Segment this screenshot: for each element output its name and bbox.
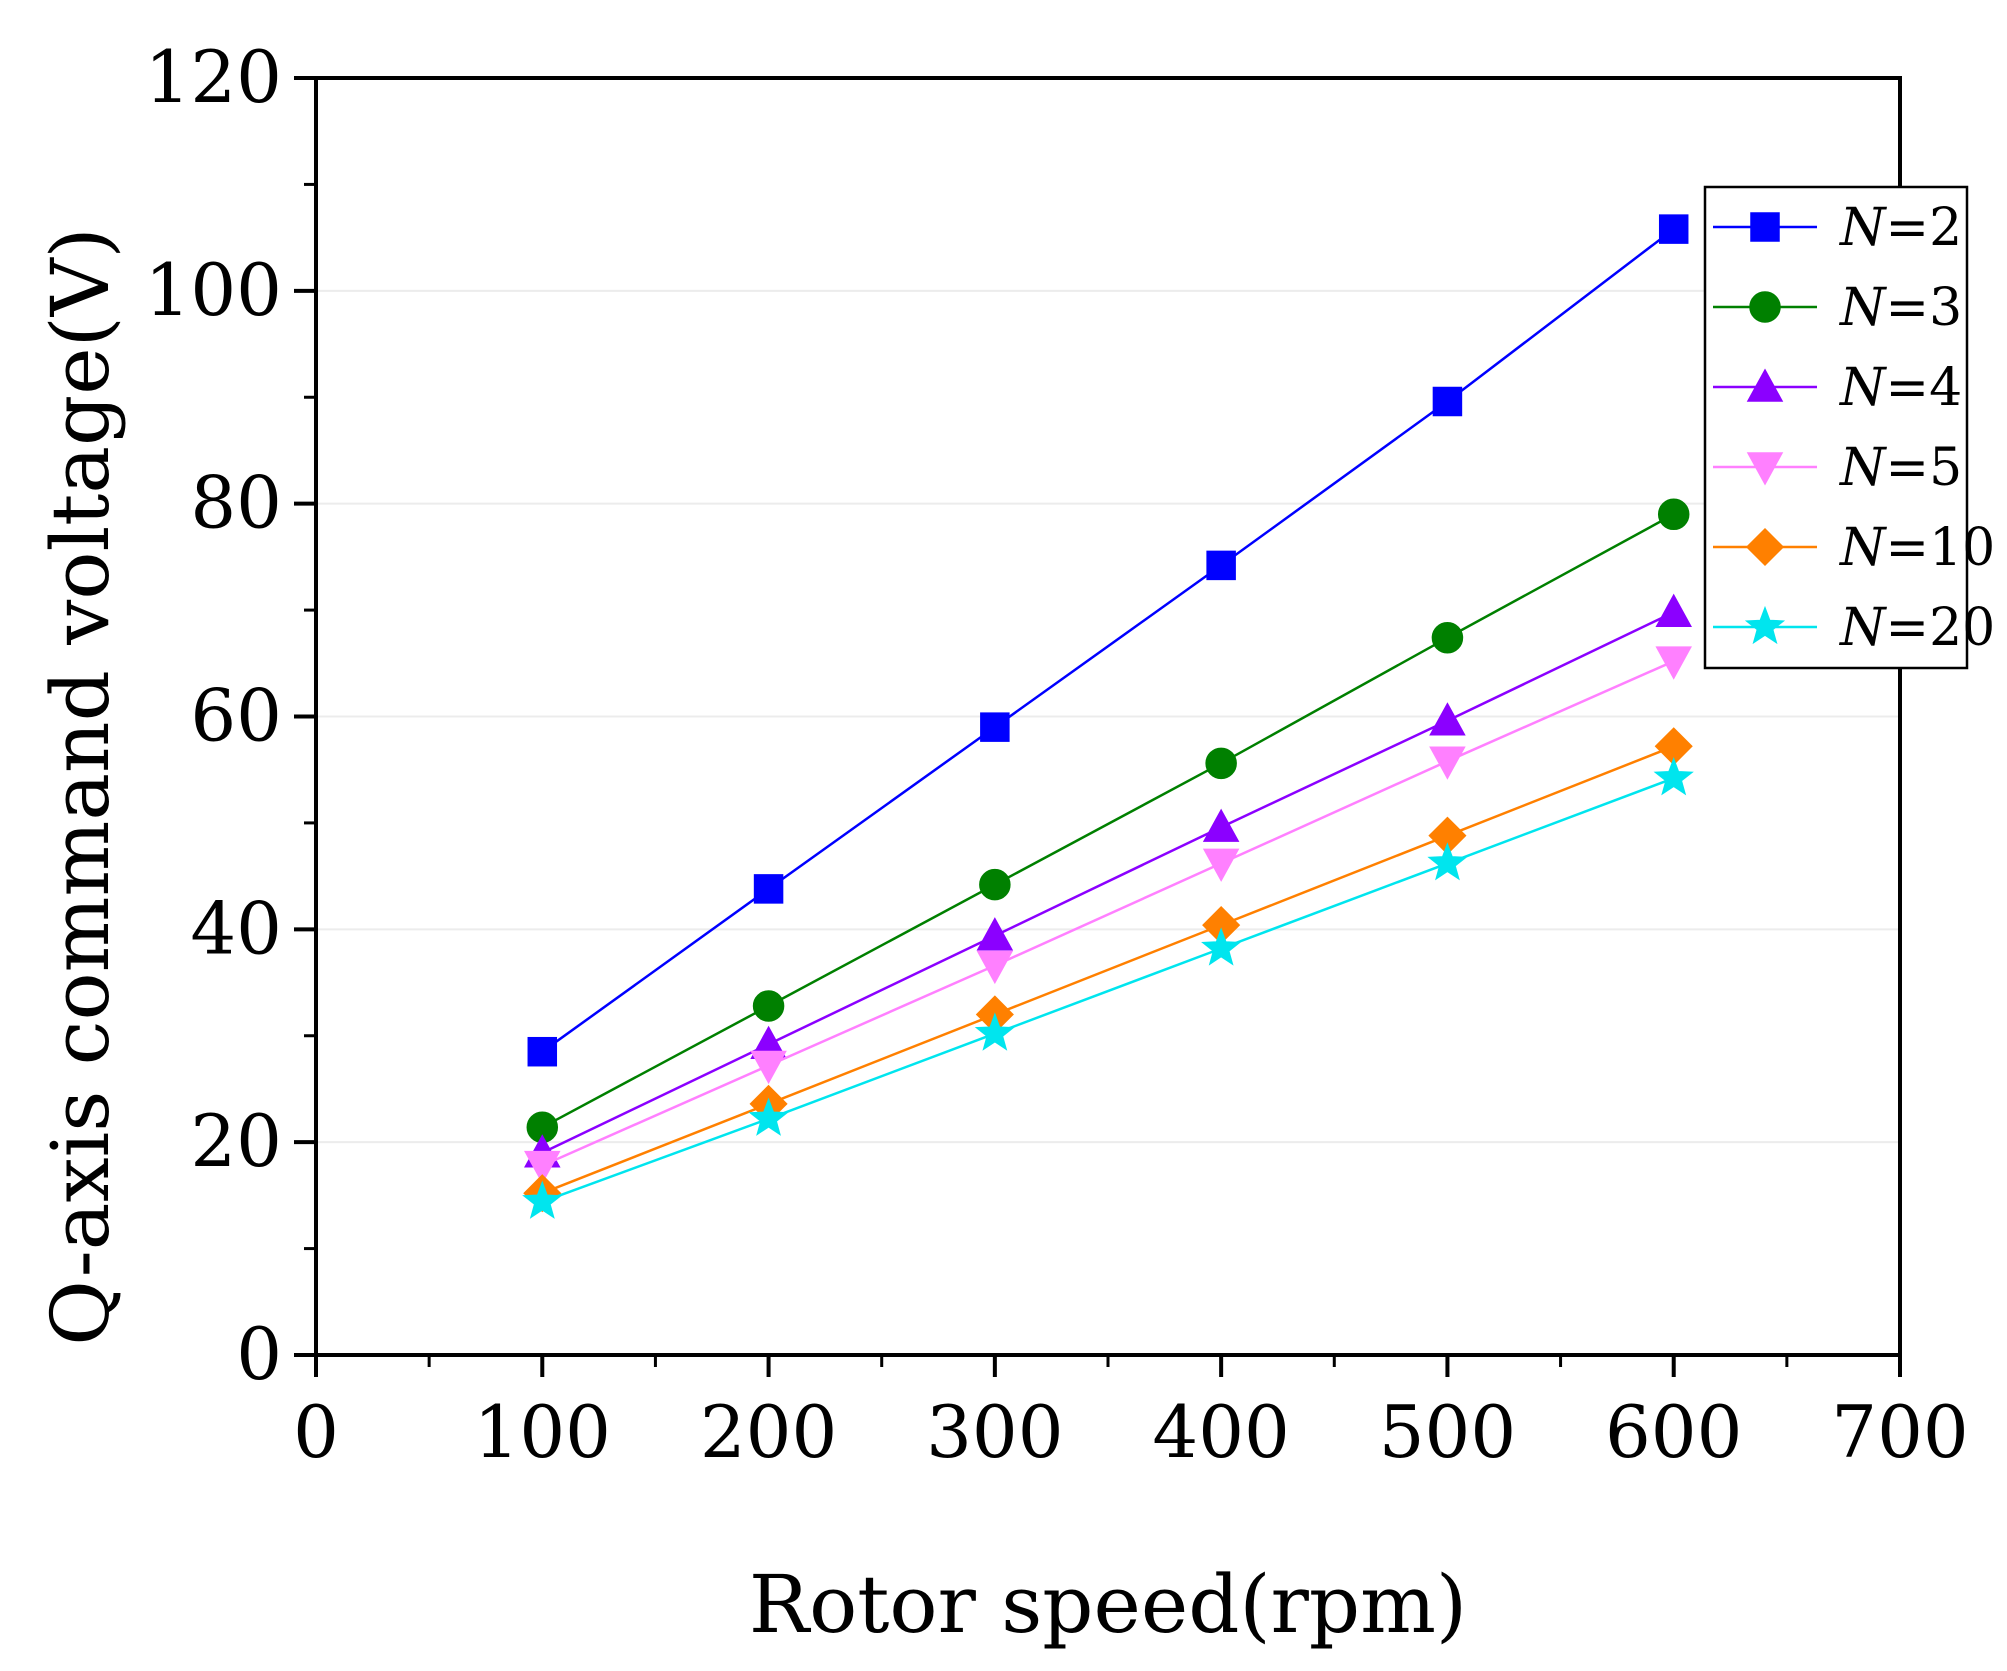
legend-label-variable: N <box>1838 198 1887 258</box>
data-point <box>1427 842 1468 881</box>
legend-label-variable: N <box>1838 358 1887 418</box>
data-point <box>1657 498 1690 531</box>
data-point <box>522 1180 563 1219</box>
series-n-5 <box>524 646 1692 1185</box>
legend-label: N=5 <box>1838 438 1962 498</box>
legend-label-value: =10 <box>1886 518 1996 578</box>
legend-marker <box>1746 452 1784 486</box>
axis-ticks <box>294 76 1902 1377</box>
series-n-20 <box>522 757 1694 1219</box>
data-point <box>748 1097 789 1136</box>
data-point <box>1202 808 1240 842</box>
legend-marker <box>1749 291 1781 323</box>
legend-marker <box>1750 212 1780 242</box>
legend-marker <box>1746 368 1784 402</box>
data-point <box>976 950 1014 985</box>
legend-entry: N=10 <box>1713 518 1995 578</box>
y-axis-title: Q-axis command voltage(V) <box>34 227 127 1346</box>
series-n-2 <box>527 214 1689 1067</box>
data-point <box>980 712 1010 742</box>
data-point <box>1653 757 1694 796</box>
series-line <box>541 660 1675 1167</box>
legend-label: N=4 <box>1838 358 1962 418</box>
legend-label-value: =4 <box>1886 358 1963 418</box>
legend-label: N=3 <box>1838 278 1962 338</box>
legend-entry: N=5 <box>1713 438 1962 498</box>
y-tick-label: 20 <box>190 1099 282 1183</box>
y-tick-label: 40 <box>190 886 282 970</box>
series-line <box>541 745 1675 1195</box>
legend-entry: N=4 <box>1713 358 1962 418</box>
y-tick-label: 80 <box>190 461 282 545</box>
data-point <box>753 874 784 904</box>
x-tick-label: 100 <box>474 1390 611 1474</box>
series-layer <box>522 214 1694 1219</box>
tick-labels: 0 100 200 300 400 500 600 700 0 20 40 60 80 100 120 <box>145 35 1969 1474</box>
x-tick-label: 200 <box>700 1390 837 1474</box>
series-line <box>541 513 1675 1129</box>
data-point <box>1201 927 1242 966</box>
y-tick-label: 100 <box>145 248 282 332</box>
x-tick-label: 400 <box>1152 1390 1289 1474</box>
legend-entry: N=20 <box>1713 598 1995 658</box>
legend-label: N=2 <box>1838 198 1962 258</box>
data-point <box>524 1150 561 1185</box>
legend: N=2N=3N=4N=5N=10N=20 <box>1703 185 1995 670</box>
legend-marker <box>1744 605 1786 645</box>
data-point <box>1432 386 1463 417</box>
legend-label: N=20 <box>1838 598 1995 658</box>
data-point <box>1429 746 1466 780</box>
series-line <box>541 611 1675 1154</box>
legend-entry: N=2 <box>1713 198 1962 258</box>
x-axis-title: Rotor speed(rpm) <box>749 1558 1467 1651</box>
series-n-10 <box>523 727 1693 1213</box>
data-point <box>527 1036 558 1067</box>
x-tick-label: 300 <box>926 1390 1063 1474</box>
x-tick-label: 600 <box>1605 1390 1742 1474</box>
legend-label: N=10 <box>1838 518 1995 578</box>
legend-box <box>1703 185 1969 670</box>
y-tick-label: 120 <box>145 35 282 119</box>
series-line <box>541 777 1675 1203</box>
data-point <box>1206 550 1236 581</box>
series-n-3 <box>526 498 1690 1144</box>
data-point <box>1202 848 1240 882</box>
data-point <box>974 1012 1015 1051</box>
legend-label-variable: N <box>1838 278 1887 338</box>
data-point <box>1429 702 1466 736</box>
data-point <box>1655 646 1692 680</box>
data-point <box>979 868 1011 901</box>
legend-label-value: =2 <box>1886 198 1963 258</box>
data-point <box>1431 622 1464 654</box>
data-point <box>1655 593 1692 627</box>
series-line <box>541 228 1675 1053</box>
x-tick-label: 500 <box>1379 1390 1516 1474</box>
data-point <box>750 1050 787 1085</box>
series-n-4 <box>524 593 1692 1168</box>
data-point <box>752 990 785 1022</box>
legend-label-value: =5 <box>1886 438 1963 498</box>
legend-label-value: =3 <box>1886 278 1963 338</box>
legend-entry: N=3 <box>1713 278 1962 338</box>
data-point <box>1658 214 1689 244</box>
legend-label-variable: N <box>1838 598 1887 658</box>
x-tick-label: 0 <box>293 1390 339 1474</box>
data-point <box>1205 747 1237 780</box>
y-tick-label: 60 <box>190 674 282 758</box>
y-tick-label: 0 <box>236 1312 282 1396</box>
legend-label-variable: N <box>1838 518 1887 578</box>
legend-marker <box>1745 527 1785 567</box>
x-tick-label: 700 <box>1831 1390 1968 1474</box>
grid-lines <box>316 289 1900 1144</box>
data-point <box>976 917 1014 951</box>
legend-label-value: =20 <box>1886 598 1996 658</box>
legend-label-variable: N <box>1838 438 1887 498</box>
